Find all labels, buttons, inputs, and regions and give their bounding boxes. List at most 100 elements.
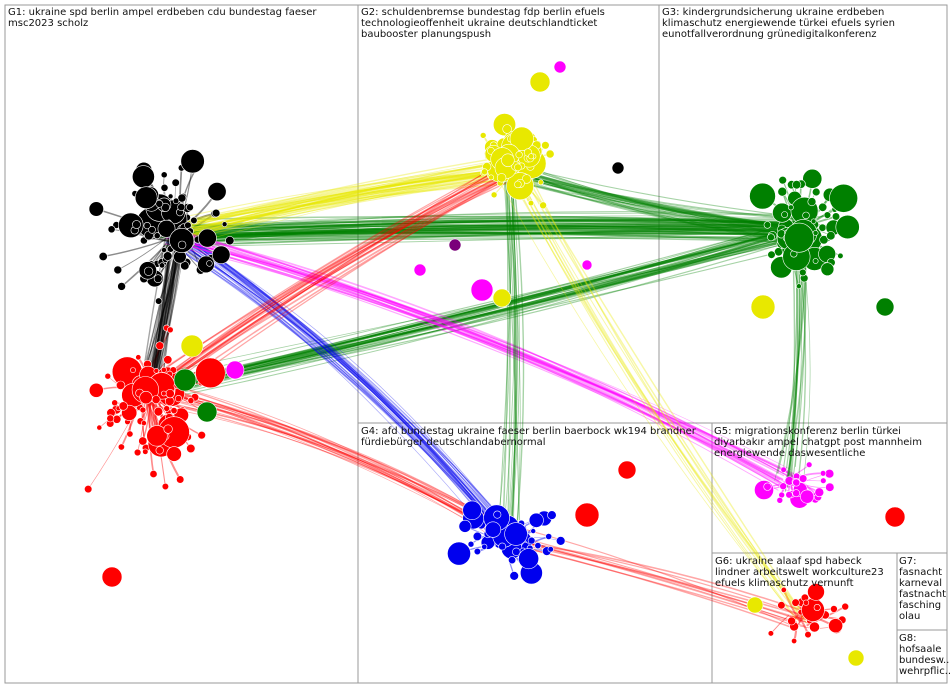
graph-node — [776, 496, 784, 504]
edge — [149, 158, 507, 400]
edge — [176, 227, 506, 542]
edge — [180, 242, 789, 474]
edge — [170, 240, 801, 479]
graph-node — [530, 528, 537, 534]
graph-node — [527, 200, 535, 207]
graph-node — [847, 649, 865, 667]
edge — [155, 223, 817, 391]
edge — [511, 173, 809, 220]
edge — [170, 220, 804, 237]
graph-node — [763, 221, 772, 229]
edge — [169, 235, 801, 243]
edge — [175, 235, 803, 241]
graph-node — [146, 425, 168, 447]
edge — [512, 171, 525, 546]
graph-node — [792, 478, 801, 487]
edge — [180, 242, 510, 539]
edge — [181, 231, 513, 535]
graph-node — [807, 197, 817, 207]
graph-node — [547, 510, 557, 520]
graph-node — [818, 223, 827, 232]
graph-node — [118, 401, 128, 411]
edge — [511, 170, 808, 618]
graph-node — [448, 238, 462, 252]
graph-node — [413, 263, 427, 277]
edge — [509, 173, 803, 235]
edge — [174, 167, 508, 228]
edge — [523, 162, 808, 624]
edge — [163, 232, 515, 533]
edge — [141, 172, 513, 402]
graph-node — [148, 226, 156, 234]
graph-node — [547, 546, 554, 553]
edge — [165, 171, 506, 238]
graph-node — [496, 173, 507, 183]
graph-node — [107, 225, 116, 234]
graph-node — [126, 430, 134, 438]
graph-node — [509, 126, 534, 151]
graph-node — [447, 541, 471, 566]
edge — [504, 536, 803, 621]
edge — [154, 224, 808, 392]
edge — [175, 225, 789, 241]
edge — [175, 235, 785, 477]
graph-node — [820, 477, 827, 484]
edge — [168, 163, 515, 242]
graph-node — [819, 235, 829, 245]
graph-node — [225, 236, 235, 246]
graph-node — [819, 470, 827, 477]
graph-node — [841, 602, 850, 611]
edge — [183, 223, 807, 245]
edge — [170, 226, 803, 240]
edge — [174, 162, 498, 243]
edge — [512, 164, 800, 616]
edge — [173, 237, 785, 485]
edge — [174, 230, 786, 490]
edge — [181, 231, 799, 244]
graph-node — [777, 186, 788, 197]
graph-node — [490, 191, 498, 199]
graph-node — [163, 424, 173, 434]
edge — [177, 223, 809, 240]
edge — [175, 221, 802, 241]
group-label-g1: G1: ukraine spd berlin ampel erdbeben cd… — [8, 7, 317, 29]
graph-node — [101, 566, 123, 588]
edge — [170, 160, 515, 239]
edge — [177, 230, 793, 479]
edge — [179, 175, 511, 225]
edge — [509, 168, 800, 227]
graph-node — [514, 180, 522, 189]
edge — [166, 234, 799, 477]
graph-node — [177, 203, 186, 212]
edge — [179, 231, 809, 237]
graph-node — [788, 204, 794, 211]
edge — [152, 240, 804, 376]
graph-node — [481, 543, 488, 550]
edge — [496, 167, 511, 534]
graph-node — [462, 500, 482, 520]
edge — [515, 172, 798, 232]
graph-node — [472, 531, 483, 542]
edge — [173, 234, 514, 538]
edge — [174, 178, 508, 241]
graph-node — [96, 424, 103, 431]
graph-node — [117, 443, 125, 451]
edge — [183, 173, 506, 228]
edge — [505, 160, 798, 237]
graph-node — [458, 519, 472, 533]
graph-node — [131, 165, 155, 189]
graph-node — [509, 571, 519, 581]
graph-node — [811, 187, 821, 197]
graph-node — [802, 211, 810, 220]
edge — [523, 178, 793, 229]
edge — [511, 165, 812, 627]
graph-node — [481, 168, 488, 176]
graph-node — [746, 596, 764, 614]
edge — [514, 161, 801, 616]
graph-node — [812, 230, 819, 236]
nodes-layer — [84, 60, 906, 667]
graph-node — [153, 274, 163, 284]
edge — [145, 167, 510, 396]
graph-node — [778, 176, 787, 185]
